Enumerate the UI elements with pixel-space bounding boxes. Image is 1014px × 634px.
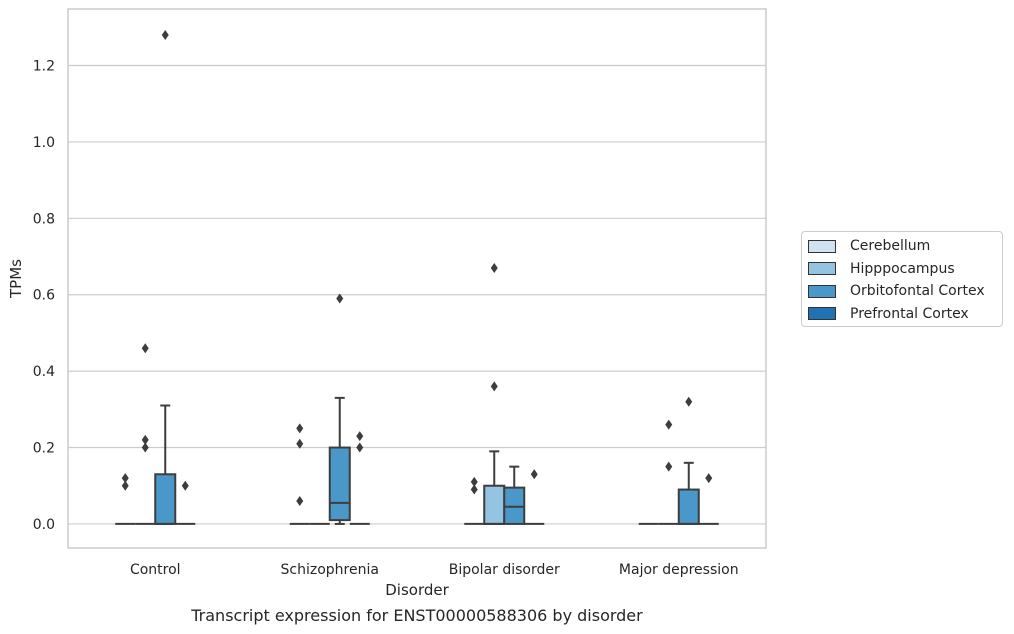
outlier-point <box>181 480 189 491</box>
box-group <box>328 293 351 525</box>
box-group <box>349 431 370 525</box>
y-tick-label: 0.2 <box>33 441 55 457</box>
box-group <box>464 476 485 525</box>
box-group <box>524 469 545 525</box>
legend-item: Cerebellum <box>808 236 930 256</box>
box-group <box>677 396 700 525</box>
box-marks <box>115 29 719 525</box>
outlier-point <box>530 469 538 480</box>
box <box>483 484 506 525</box>
legend-swatch <box>808 307 836 320</box>
outlier-point <box>685 396 693 407</box>
outlier-point <box>121 480 129 491</box>
outlier-point <box>141 343 149 354</box>
y-tick-label: 1.2 <box>33 59 55 75</box>
outlier-point <box>296 496 304 507</box>
outlier-point <box>141 434 149 445</box>
outlier-point <box>336 293 344 304</box>
outlier-point <box>141 442 149 453</box>
box-group <box>503 465 526 525</box>
legend-item: Hipppocampus <box>808 259 955 279</box>
x-tick-label: Schizophrenia <box>281 562 379 578</box>
x-axis-label: Disorder <box>385 581 449 599</box>
box-group <box>483 262 506 525</box>
legend-swatch <box>808 262 836 275</box>
box <box>328 446 351 522</box>
outlier-point <box>470 484 478 495</box>
outlier-point <box>121 473 129 484</box>
plot-frame <box>67 8 767 549</box>
legend-swatch <box>808 239 836 253</box>
outlier-point <box>161 29 169 40</box>
x-tick-label: Bipolar disorder <box>449 562 560 578</box>
y-tick-label: 0.6 <box>33 288 55 304</box>
legend-label: Prefrontal Cortex <box>850 305 969 322</box>
legend-item: Orbitofontal Cortex <box>808 281 985 301</box>
outlier-point <box>705 473 713 484</box>
box-group <box>658 419 679 525</box>
y-tick-label: 0.4 <box>33 364 55 380</box>
outlier-point <box>490 381 498 392</box>
outlier-point <box>470 476 478 487</box>
box <box>677 488 700 525</box>
outlier-point <box>490 262 498 273</box>
y-tick-label: 1.0 <box>33 135 55 151</box>
y-tick-label: 0.0 <box>33 517 55 533</box>
tick-labels: 0.0 0.2 0.4 0.6 0.8 1.0 1.2 Control Schizophreni… <box>33 59 739 578</box>
outlier-point <box>356 431 364 442</box>
outlier-point <box>296 438 304 449</box>
outlier-point <box>356 442 364 453</box>
box-group <box>135 343 156 525</box>
box-group <box>698 473 719 525</box>
box-group <box>175 480 196 525</box>
outlier-point <box>665 419 673 430</box>
box-group <box>154 29 177 525</box>
y-axis-label: TPMs <box>7 259 25 299</box>
x-tick-label: Major depression <box>619 562 739 578</box>
x-tick-label: Control <box>130 562 181 578</box>
legend: Cerebellum Hipppocampus Orbitofontal Corte… <box>801 231 1003 327</box>
outlier-point <box>296 423 304 434</box>
gridlines <box>68 64 766 525</box>
legend-item: Prefrontal Cortex <box>808 304 969 324</box>
box-group <box>289 423 310 525</box>
legend-swatch <box>808 284 836 298</box>
legend-label: Cerebellum <box>850 238 931 254</box>
chart-caption: Transcript expression for ENST0000058830… <box>191 606 643 625</box>
legend-label: Hipppocampus <box>850 260 955 277</box>
box <box>154 473 177 525</box>
legend-label: Orbitofontal Cortex <box>850 283 985 299</box>
outlier-point <box>665 461 673 472</box>
box-group <box>115 473 136 525</box>
y-tick-label: 0.8 <box>33 211 55 227</box>
